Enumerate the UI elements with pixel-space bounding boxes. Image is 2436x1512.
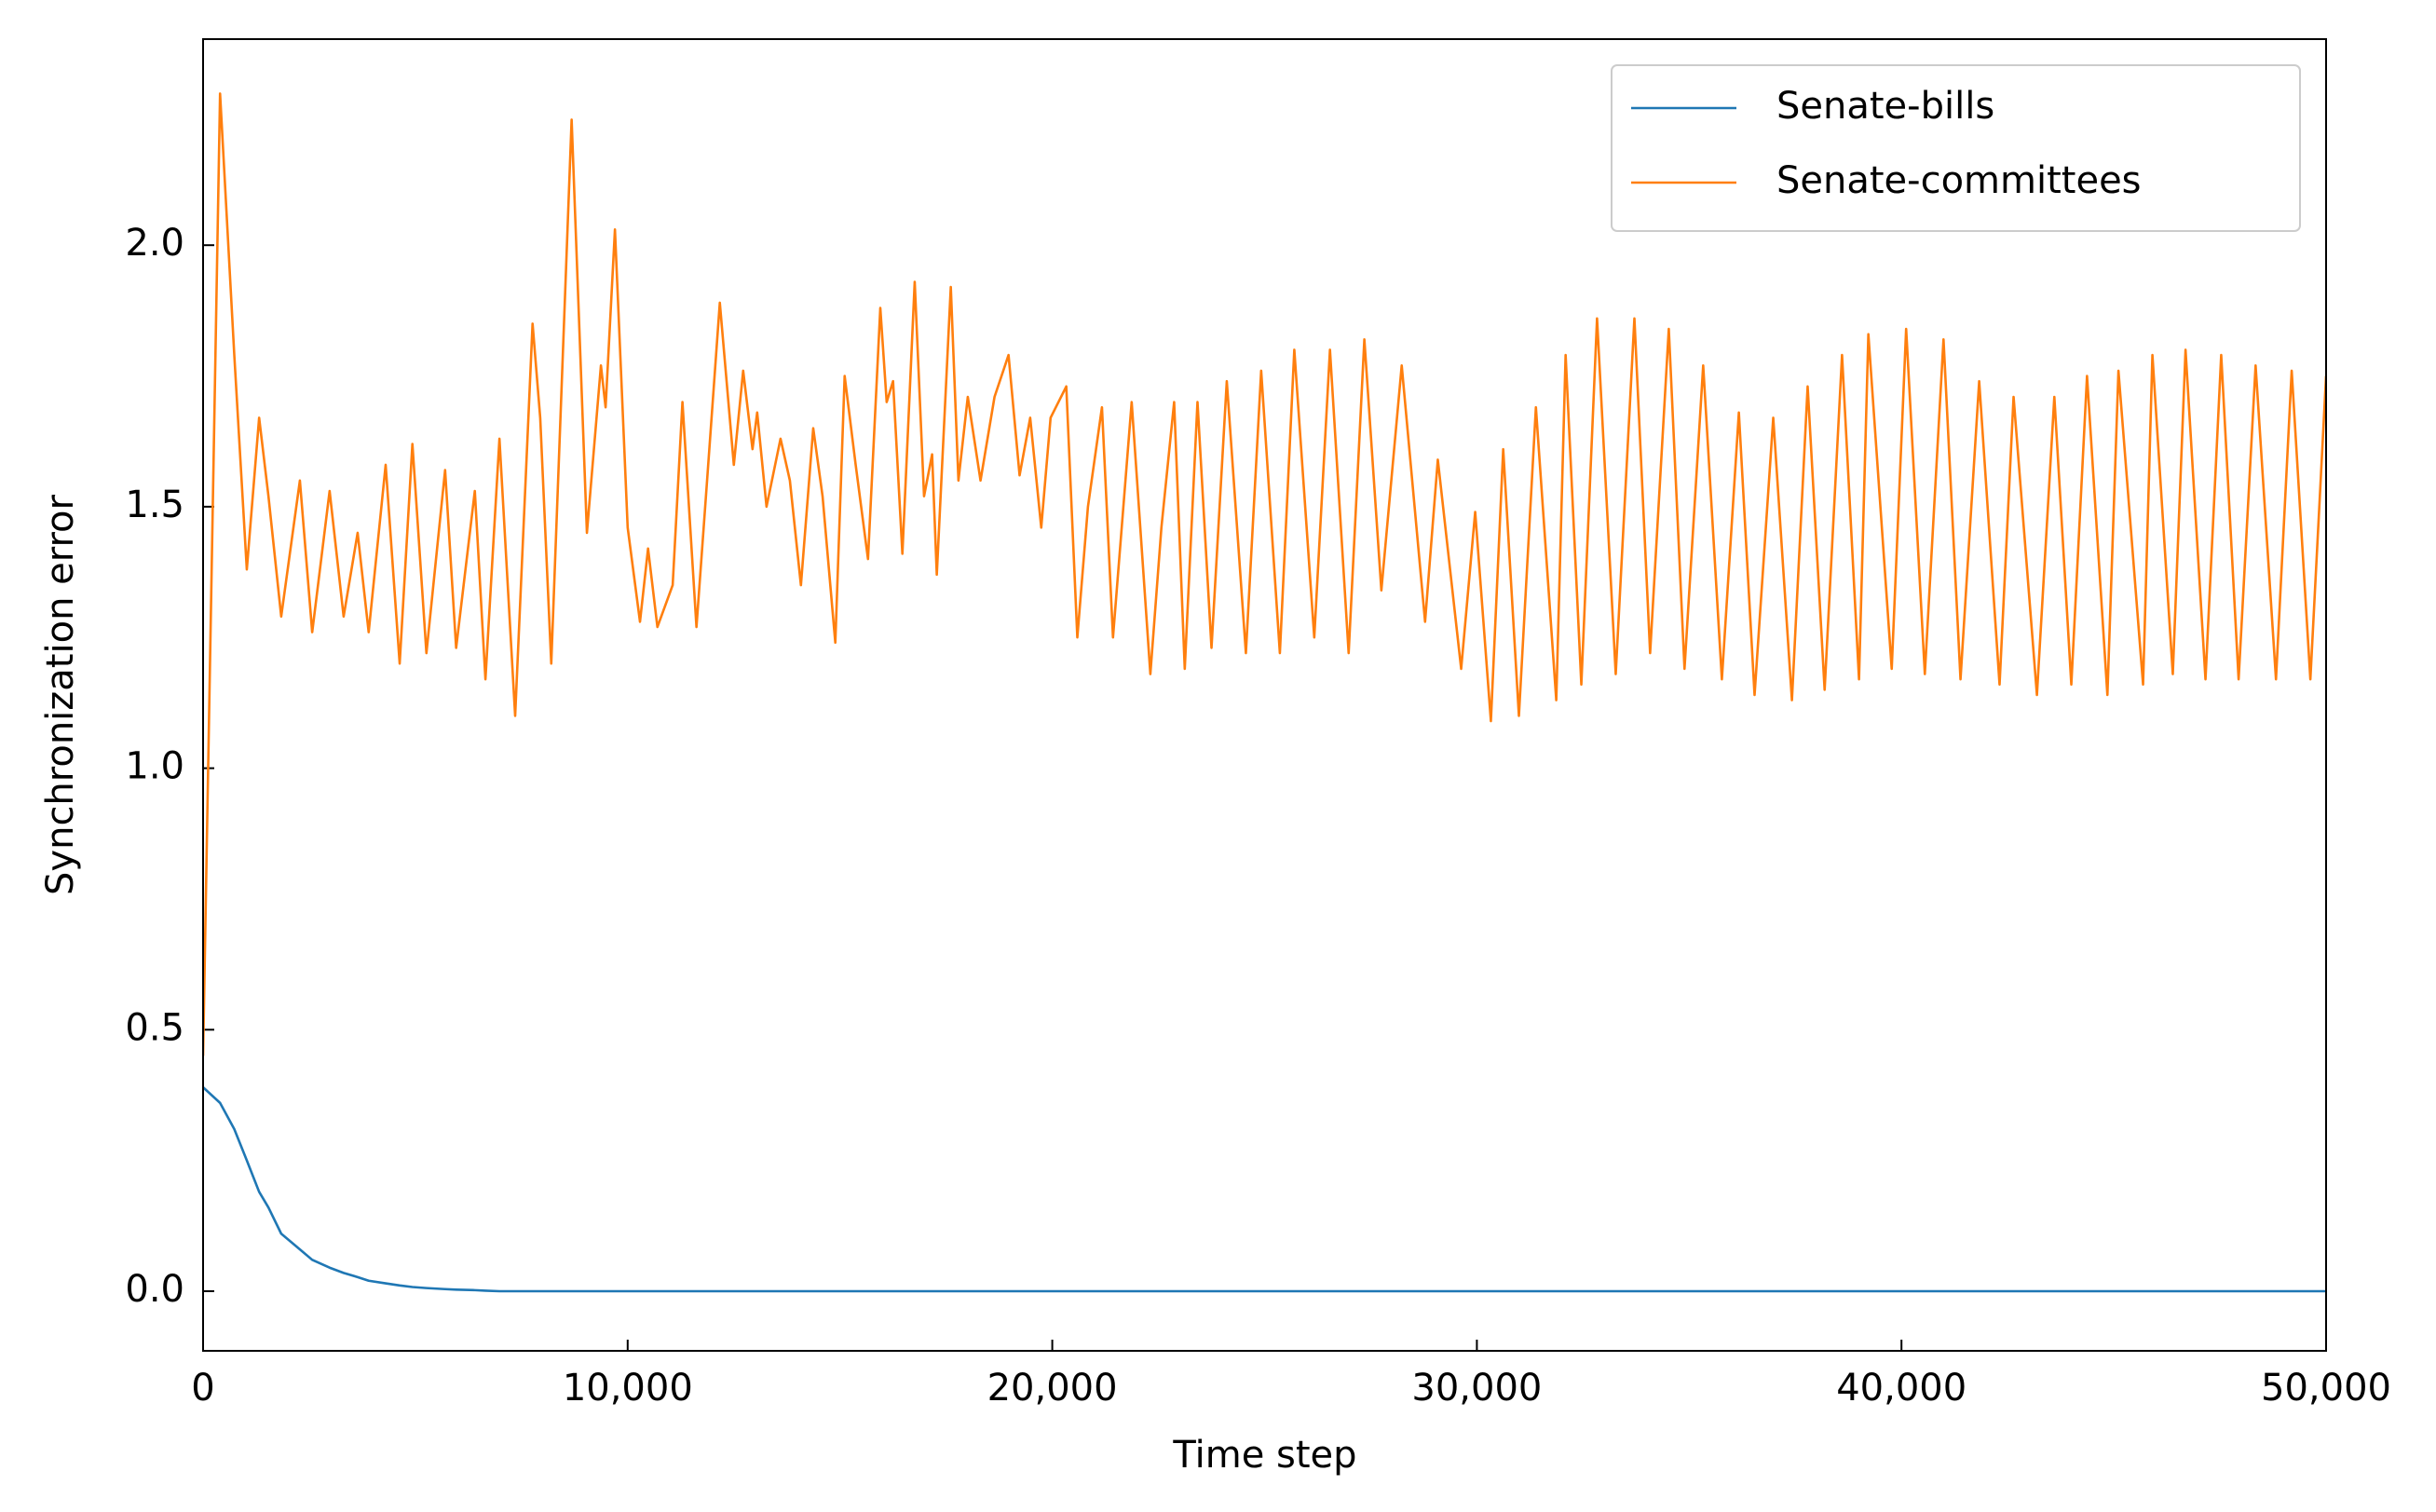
legend-label: Senate-committees — [1776, 159, 2142, 202]
x-axis-label: Time step — [1172, 1434, 1356, 1477]
y-tick-label: 0.0 — [125, 1268, 184, 1311]
y-tick-label: 2.0 — [125, 222, 184, 265]
plot-frame — [202, 38, 2327, 1352]
line-series — [203, 1086, 2326, 1293]
line-series — [203, 92, 2326, 1056]
y-tick-label: 0.5 — [125, 1006, 184, 1049]
legend-label: Senate-bills — [1776, 85, 1994, 128]
x-tick-label: 10,000 — [563, 1367, 693, 1410]
x-tick-label: 0 — [191, 1367, 214, 1410]
x-tick-label: 30,000 — [1411, 1367, 1542, 1410]
legend-box — [1611, 64, 2301, 232]
x-tick-label: 50,000 — [2261, 1367, 2391, 1410]
legend: Senate-bills Senate-committees — [1611, 64, 2301, 232]
x-tick-label: 40,000 — [1836, 1367, 1966, 1410]
y-tick-label: 1.5 — [125, 484, 184, 526]
y-tick-label: 1.0 — [125, 745, 184, 788]
plot-area — [203, 92, 2326, 1293]
x-tick-label: 20,000 — [987, 1367, 1118, 1410]
y-axis-label: Synchronization error — [39, 494, 82, 894]
